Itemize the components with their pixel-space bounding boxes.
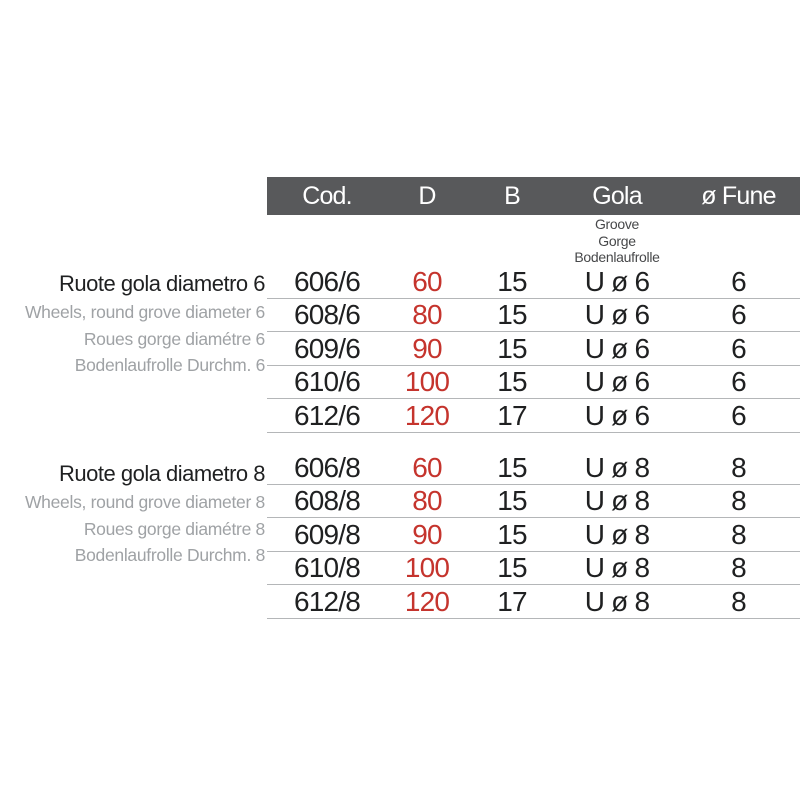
cell-cod: 612/6 bbox=[293, 399, 361, 431]
cell-fune: 8 bbox=[731, 518, 747, 550]
cell-gola: U ø 6 bbox=[584, 332, 650, 364]
cell-d: 100 bbox=[404, 552, 450, 583]
cell-gola: U ø 8 bbox=[584, 451, 650, 483]
cell-cod: 606/8 bbox=[293, 451, 361, 483]
cell-b: 17 bbox=[497, 585, 527, 617]
cell-fune: 8 bbox=[731, 552, 747, 583]
table-row: 606/6 60 15 U ø 6 6 bbox=[267, 265, 800, 299]
cell-d: 90 bbox=[412, 518, 442, 550]
cell-d: 60 bbox=[412, 451, 442, 483]
cell-cod: 610/6 bbox=[293, 366, 361, 397]
gola-subheader-gorge: Gorge bbox=[598, 232, 636, 249]
cell-gola: U ø 8 bbox=[584, 518, 650, 550]
section-1-subtitle-fr: Roues gorge diamétre 6 bbox=[83, 328, 265, 349]
header-gola: Gola bbox=[592, 181, 642, 210]
cell-d: 120 bbox=[404, 399, 450, 431]
gola-subheader: Groove Gorge Bodenlaufrolle bbox=[557, 216, 677, 266]
cell-gola: U ø 6 bbox=[584, 265, 650, 297]
cell-d: 120 bbox=[404, 585, 450, 617]
section-2-subtitle-fr: Roues gorge diamétre 8 bbox=[83, 518, 265, 539]
table-row: 610/8 100 15 U ø 8 8 bbox=[267, 552, 800, 585]
cell-d: 100 bbox=[404, 366, 450, 397]
header-b: B bbox=[504, 181, 521, 210]
cell-b: 15 bbox=[497, 451, 527, 483]
header-cod: Cod. bbox=[302, 181, 352, 210]
cell-cod: 608/6 bbox=[293, 299, 361, 330]
section-1-subtitle-en: Wheels, round grove diameter 6 bbox=[24, 302, 265, 322]
section-1-labels: Ruote gola diametro 6 Wheels, round grov… bbox=[0, 270, 266, 379]
table-row: 608/8 80 15 U ø 8 8 bbox=[267, 485, 800, 518]
cell-gola: U ø 8 bbox=[584, 485, 650, 516]
cell-gola: U ø 6 bbox=[584, 299, 650, 330]
table-row: 606/8 60 15 U ø 8 8 bbox=[267, 451, 800, 485]
section-1-title: Ruote gola diametro 6 bbox=[59, 271, 265, 296]
table-row: 609/8 90 15 U ø 8 8 bbox=[267, 518, 800, 552]
gola-subheader-groove: Groove bbox=[594, 216, 640, 232]
cell-fune: 6 bbox=[731, 265, 747, 297]
cell-fune: 8 bbox=[731, 485, 747, 516]
cell-fune: 8 bbox=[731, 585, 747, 617]
cell-gola: U ø 6 bbox=[584, 366, 650, 397]
table-row: 608/6 80 15 U ø 6 6 bbox=[267, 299, 800, 332]
table-row: 610/6 100 15 U ø 6 6 bbox=[267, 366, 800, 399]
cell-b: 15 bbox=[497, 265, 527, 297]
cell-cod: 612/8 bbox=[293, 585, 361, 617]
cell-d: 60 bbox=[412, 265, 442, 297]
table-row: 612/6 120 17 U ø 6 6 bbox=[267, 399, 800, 433]
cell-b: 15 bbox=[497, 332, 527, 364]
cell-cod: 606/6 bbox=[293, 265, 361, 297]
cell-cod: 610/8 bbox=[293, 552, 361, 583]
cell-b: 15 bbox=[497, 552, 527, 583]
cell-b: 15 bbox=[497, 485, 527, 516]
cell-b: 17 bbox=[497, 399, 527, 431]
table-header-row: Cod. D B Gola ø Fune bbox=[267, 177, 800, 215]
cell-fune: 6 bbox=[731, 299, 747, 330]
section-2-table: 606/8 60 15 U ø 8 8 608/8 80 15 U ø 8 8 … bbox=[267, 451, 800, 619]
cell-d: 80 bbox=[412, 299, 442, 330]
cell-b: 15 bbox=[497, 518, 527, 550]
table-row: 612/8 120 17 U ø 8 8 bbox=[267, 585, 800, 619]
cell-cod: 609/6 bbox=[293, 332, 361, 364]
gola-subheader-bodenlaufrolle: Bodenlaufrolle bbox=[574, 249, 660, 265]
cell-fune: 6 bbox=[731, 399, 747, 431]
cell-gola: U ø 6 bbox=[584, 399, 650, 431]
header-fune: ø Fune bbox=[701, 181, 776, 210]
header-d: D bbox=[418, 181, 436, 210]
section-1-subtitle-de: Bodenlaufrolle Durchm. 6 bbox=[74, 355, 266, 375]
table-row: 609/6 90 15 U ø 6 6 bbox=[267, 332, 800, 366]
section-1-table: 606/6 60 15 U ø 6 6 608/6 80 15 U ø 6 6 … bbox=[267, 265, 800, 433]
cell-b: 15 bbox=[497, 299, 527, 330]
section-2-subtitle-de: Bodenlaufrolle Durchm. 8 bbox=[74, 545, 266, 565]
section-2-title: Ruote gola diametro 8 bbox=[59, 461, 265, 486]
cell-fune: 8 bbox=[731, 451, 747, 483]
cell-b: 15 bbox=[497, 366, 527, 397]
section-2-labels: Ruote gola diametro 8 Wheels, round grov… bbox=[0, 460, 266, 569]
cell-fune: 6 bbox=[731, 366, 747, 397]
section-2-subtitle-en: Wheels, round grove diameter 8 bbox=[24, 492, 265, 512]
cell-gola: U ø 8 bbox=[584, 585, 650, 617]
cell-gola: U ø 8 bbox=[584, 552, 650, 583]
cell-d: 90 bbox=[412, 332, 442, 364]
cell-d: 80 bbox=[412, 485, 442, 516]
cell-cod: 608/8 bbox=[293, 485, 361, 516]
cell-fune: 6 bbox=[731, 332, 747, 364]
cell-cod: 609/8 bbox=[293, 518, 361, 550]
